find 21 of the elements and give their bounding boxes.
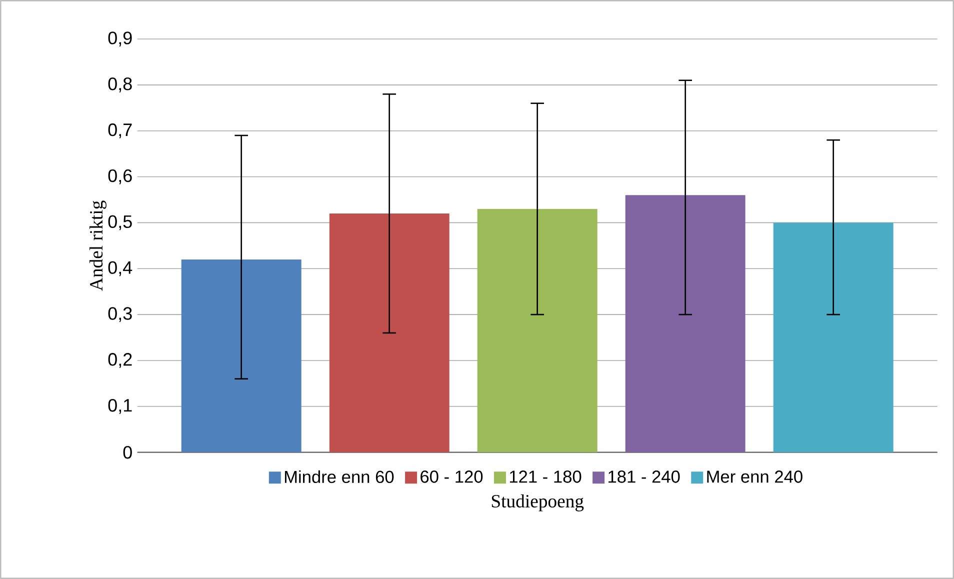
legend-label: Mer enn 240 xyxy=(707,470,802,483)
bar xyxy=(329,214,450,452)
y-tick-label: 0,5 xyxy=(108,215,132,230)
legend-label: 121 - 180 xyxy=(510,470,582,483)
legend-label: 60 - 120 xyxy=(420,470,483,483)
y-axis-title: Andel riktig xyxy=(89,200,106,291)
legend-label: 181 - 240 xyxy=(608,470,680,483)
x-axis-title: Studiepoeng xyxy=(492,494,584,512)
y-tick-label: 0,6 xyxy=(108,169,132,184)
legend-label: Mindre enn 60 xyxy=(284,470,394,484)
y-tick-label: 0,3 xyxy=(108,307,132,322)
y-tick-label: 0,4 xyxy=(108,261,132,276)
y-tick-label: 0,7 xyxy=(108,123,132,138)
bar xyxy=(773,222,894,452)
y-tick-label: 0 xyxy=(123,446,132,459)
y-tick-label: 0,2 xyxy=(108,353,132,368)
bar xyxy=(625,195,746,452)
y-tick-label: 0,9 xyxy=(108,32,132,46)
y-tick-label: 0,8 xyxy=(108,77,132,92)
bar xyxy=(477,208,598,452)
y-tick-label: 0,1 xyxy=(108,398,132,414)
